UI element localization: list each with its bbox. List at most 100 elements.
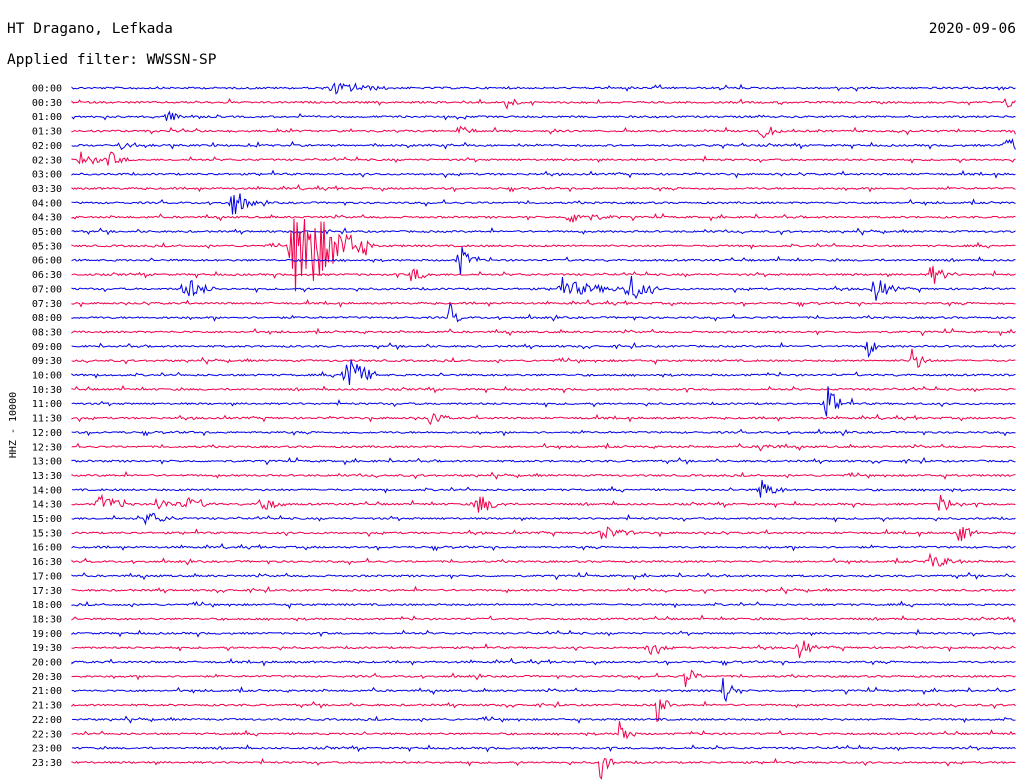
time-tick-label: 18:00 (32, 600, 62, 611)
time-tick-label: 03:00 (32, 170, 62, 181)
trace-0400 (71, 193, 1016, 215)
time-tick-label: 13:30 (32, 471, 62, 482)
trace-2000 (71, 657, 1016, 667)
trace-2130 (71, 699, 1016, 723)
trace-1330 (71, 470, 1016, 480)
trace-2100 (71, 677, 1016, 703)
trace-1230 (71, 442, 1016, 452)
time-tick-label: 17:30 (32, 586, 62, 597)
trace-0130 (71, 125, 1016, 139)
trace-1730 (71, 585, 1016, 595)
trace-1300 (71, 456, 1016, 466)
time-tick-label: 21:00 (32, 686, 62, 697)
trace-1000 (71, 359, 1016, 386)
trace-1200 (71, 428, 1016, 437)
time-tick-label: 20:00 (32, 658, 62, 669)
trace-1400 (71, 479, 1016, 498)
trace-1930 (71, 640, 1016, 659)
trace-1100 (71, 386, 1016, 417)
time-tick-label: 13:00 (32, 457, 62, 468)
trace-0630 (71, 265, 1016, 284)
trace-0600 (71, 246, 1016, 276)
time-tick-label: 17:00 (32, 571, 62, 582)
time-tick-label: 01:30 (32, 127, 62, 138)
trace-0330 (71, 184, 1016, 193)
trace-0800 (71, 302, 1016, 323)
time-tick-label: 19:30 (32, 643, 62, 654)
time-tick-label: 22:00 (32, 715, 62, 726)
trace-1500 (71, 512, 1016, 526)
time-tick-label: 02:30 (32, 155, 62, 166)
tick-group: 00:00 00:30 01:00 01:30 02:00 02:30 03:00 03:30… (32, 84, 62, 769)
time-tick-label: 23:30 (32, 758, 62, 769)
trace-1430 (71, 493, 1016, 513)
time-tick-label: 05:30 (32, 241, 62, 252)
trace-0730 (71, 298, 1016, 308)
trace-0930 (71, 348, 1016, 369)
time-tick-label: 04:00 (32, 198, 62, 209)
trace-1700 (71, 571, 1016, 581)
time-tick-label: 04:30 (32, 213, 62, 224)
time-tick-label: 09:00 (32, 342, 62, 353)
time-tick-label: 10:00 (32, 371, 62, 382)
time-tick-label: 06:30 (32, 270, 62, 281)
time-tick-label: 00:30 (32, 98, 62, 109)
trace-2330 (71, 757, 1016, 780)
time-tick-label: 11:30 (32, 414, 62, 425)
trace-1800 (71, 600, 1016, 610)
trace-2030 (71, 669, 1016, 687)
time-tick-label: 06:00 (32, 256, 62, 267)
time-tick-label: 23:00 (32, 744, 62, 755)
trace-0900 (71, 341, 1016, 359)
trace-0830 (71, 327, 1016, 337)
trace-0700 (71, 275, 1016, 301)
trace-1130 (71, 413, 1016, 426)
time-tick-label: 22:30 (32, 729, 62, 740)
trace-1900 (71, 628, 1016, 638)
filter-label: Applied filter: WWSSN-SP (7, 52, 217, 68)
time-tick-label: 21:30 (32, 701, 62, 712)
trace-2230 (71, 721, 1016, 740)
trace-0300 (71, 169, 1016, 179)
channel-label: HHZ - 10000 (8, 392, 19, 458)
trace-1530 (71, 526, 1016, 541)
trace-1030 (71, 384, 1016, 394)
time-tick-label: 09:30 (32, 356, 62, 367)
time-tick-label: 20:30 (32, 672, 62, 683)
time-tick-label: 00:00 (32, 84, 62, 95)
time-tick-label: 03:30 (32, 184, 62, 195)
time-tick-label: 15:30 (32, 528, 62, 539)
time-tick-label: 10:30 (32, 385, 62, 396)
trace-0030 (71, 97, 1016, 110)
trace-0430 (71, 212, 1016, 223)
time-tick-label: 11:00 (32, 399, 62, 410)
time-tick-label: 05:00 (32, 227, 62, 238)
trace-0200 (71, 137, 1016, 151)
time-tick-label: 07:00 (32, 284, 62, 295)
trace-0230 (71, 151, 1016, 166)
trace-0530 (71, 218, 1016, 292)
trace-0000 (71, 82, 1016, 95)
time-tick-label: 08:00 (32, 313, 62, 324)
time-tick-label: 02:00 (32, 141, 62, 152)
time-tick-label: 12:30 (32, 442, 62, 453)
time-tick-label: 14:30 (32, 500, 62, 511)
time-tick-label: 15:00 (32, 514, 62, 525)
trace-0100 (71, 110, 1016, 121)
time-tick-label: 16:30 (32, 557, 62, 568)
time-tick-label: 08:30 (32, 327, 62, 338)
time-tick-label: 14:00 (32, 485, 62, 496)
time-tick-label: 18:30 (32, 614, 62, 625)
date-label: 2020-09-06 (928, 21, 1016, 37)
time-tick-label: 19:00 (32, 629, 62, 640)
time-tick-label: 07:30 (32, 299, 62, 310)
trace-0500 (71, 226, 1016, 236)
trace-1600 (71, 542, 1016, 552)
trace-2300 (71, 744, 1016, 753)
trace-1630 (71, 552, 1016, 567)
trace-2200 (71, 715, 1016, 724)
time-tick-label: 16:00 (32, 543, 62, 554)
time-tick-label: 01:00 (32, 112, 62, 123)
station-title: HT Dragano, Lefkada (7, 21, 173, 37)
